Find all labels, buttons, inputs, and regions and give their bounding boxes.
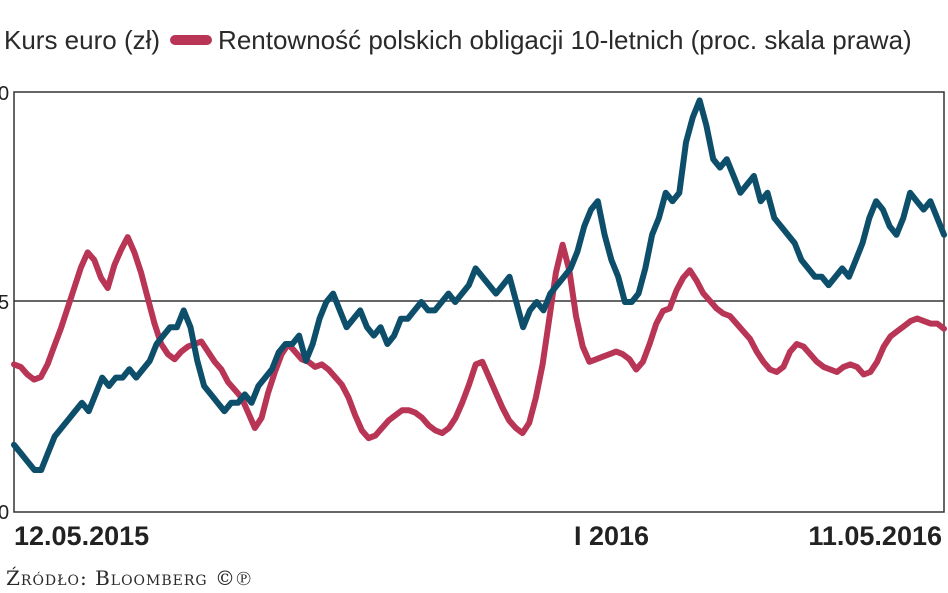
- x-tick-start: 12.05.2015: [14, 521, 149, 551]
- series-line-eur: [11, 97, 947, 473]
- source-note: Źródło: Bloomberg ©℗: [6, 566, 253, 590]
- x-tick-jan-2016: I 2016: [574, 521, 649, 551]
- y-tick-top: 0: [0, 83, 9, 105]
- plot-frame: [13, 91, 945, 513]
- legend-label-yield: Rentowność polskich obligacji 10-letnich…: [218, 24, 912, 55]
- legend-label-eur: Kurs euro (zł): [4, 24, 161, 55]
- series-line-yield: [11, 234, 947, 442]
- y-tick-bottom: 0: [0, 502, 9, 524]
- series-layer: [11, 97, 947, 473]
- x-tick-end: 11.05.2016: [808, 521, 942, 551]
- legend: Kurs euro (zł) Rentowność polskich oblig…: [4, 22, 912, 58]
- legend-swatch-yield: [170, 35, 213, 45]
- y-tick-mid: 5: [0, 292, 9, 314]
